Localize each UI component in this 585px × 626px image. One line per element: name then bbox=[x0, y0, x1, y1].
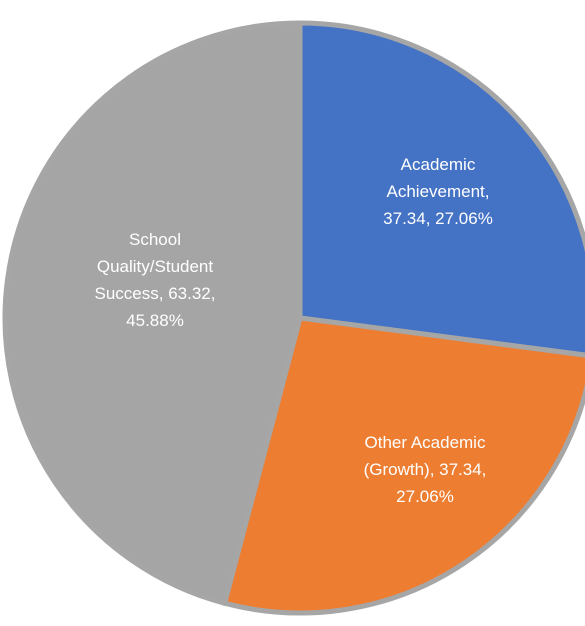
data-label-other-academic-growth: Other Academic (Growth), 37.34, 27.06% bbox=[364, 433, 487, 506]
data-label-line: Quality/Student bbox=[97, 257, 214, 276]
data-label-line: (Growth), 37.34, bbox=[364, 460, 487, 479]
data-label-school-quality-student-success: School Quality/Student Success, 63.32, 45.8… bbox=[95, 230, 216, 330]
data-label-line: 45.88% bbox=[126, 311, 184, 330]
pie-slice-other-academic-growth bbox=[221, 315, 585, 616]
data-label-line: 37.34, 27.06% bbox=[383, 209, 493, 228]
data-label-line: 27.06% bbox=[396, 487, 454, 506]
data-label-line: Academic bbox=[401, 155, 476, 174]
data-label-line: Other Academic bbox=[365, 433, 486, 452]
data-label-line: Success, 63.32, bbox=[95, 284, 216, 303]
pie-slice-school-quality-student-success bbox=[2, 20, 303, 607]
pie-slice-academic-achievement bbox=[297, 20, 585, 358]
data-label-line: School bbox=[129, 230, 181, 249]
data-label-line: Achievement, bbox=[387, 182, 490, 201]
data-label-academic-achievement: Academic Achievement, 37.34, 27.06% bbox=[383, 155, 493, 228]
